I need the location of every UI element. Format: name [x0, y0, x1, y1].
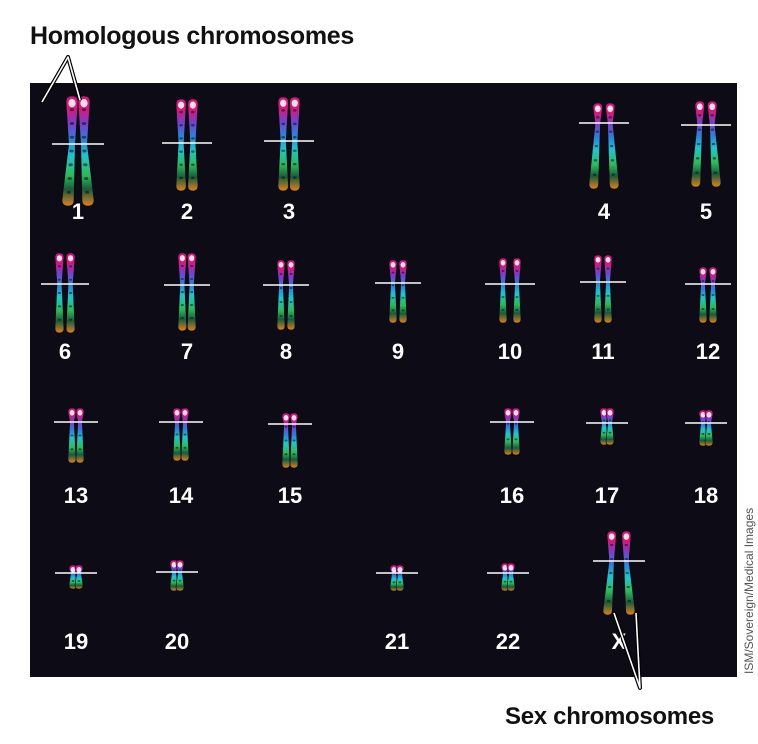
chromosome-number: 22 — [495, 629, 521, 654]
homologous-pointer-inner — [41, 56, 81, 103]
chromosome-number: 3 — [282, 199, 296, 224]
chromosome-number: 13 — [63, 483, 89, 508]
chromosome-number: 19 — [63, 629, 89, 654]
chromosome-pair-10 — [485, 257, 535, 324]
chromosome-pair-6 — [41, 252, 89, 334]
chromosome-number: 4 — [597, 199, 611, 224]
chromosome-number: 2 — [180, 199, 194, 224]
chromosome-pair-14 — [159, 407, 203, 462]
chromosome-pair-22 — [487, 562, 529, 592]
chromosome-number: 5 — [699, 199, 713, 224]
chromosome-figure — [41, 95, 731, 616]
chromosome-pair-5 — [681, 100, 731, 188]
chromosome-number: 11 — [591, 339, 615, 364]
chromosome-number: 1 — [71, 199, 85, 224]
chromosome-pair-21 — [376, 564, 418, 592]
chromosome-number: 12 — [695, 339, 721, 364]
chromosome-pair-X — [593, 530, 645, 616]
chromosome-pair-9 — [375, 259, 421, 324]
karyotype-panel: 1 2 3 4 5 6 7 8 9 10 11 12 13 14 15 16 17 18 19 20 21 22 X — [30, 83, 737, 677]
chromosome-pair-17 — [586, 407, 628, 446]
chromosome-number: 10 — [497, 339, 523, 364]
chromosome-pair-13 — [54, 407, 98, 464]
chromosome-pair-15 — [268, 412, 312, 469]
chromosome-number: 9 — [391, 339, 405, 364]
sex-chromosomes-label: Sex chromosomes — [505, 703, 714, 730]
chromosome-pair-8 — [263, 259, 309, 331]
chromosome-pair-4 — [579, 102, 629, 190]
chromosome-number: 16 — [499, 483, 525, 508]
chromosome-number: 8 — [279, 339, 293, 364]
chromosome-pair-11 — [580, 254, 626, 324]
chromosome-number: 15 — [277, 483, 303, 508]
chromosome-pair-19 — [55, 564, 97, 590]
chromosome-pair-16 — [490, 407, 534, 456]
homologous-chromosomes-label: Homologous chromosomes — [30, 22, 354, 50]
chromosome-number: 14 — [168, 483, 194, 508]
chromosome-number: 21 — [384, 629, 410, 654]
chromosome-pair-20 — [156, 559, 198, 592]
chromosome-pair-2 — [162, 98, 212, 192]
chromosome-number: 6 — [58, 339, 72, 364]
chromosome-pair-3 — [264, 96, 314, 192]
chromosome-number: 20 — [164, 629, 190, 654]
sex-pointer-inner — [613, 612, 641, 689]
chromosome-pair-12 — [685, 266, 731, 324]
chromosome-pair-7 — [164, 252, 210, 332]
chromosome-pair-18 — [685, 409, 727, 447]
chromosome-number: 17 — [594, 483, 620, 508]
chromosome-number: 18 — [693, 483, 719, 508]
chromosome-number: 7 — [180, 339, 194, 364]
chromosome-pair-1 — [52, 95, 104, 207]
image-credit: ISM/Sovereign/Medical Images — [742, 507, 756, 674]
